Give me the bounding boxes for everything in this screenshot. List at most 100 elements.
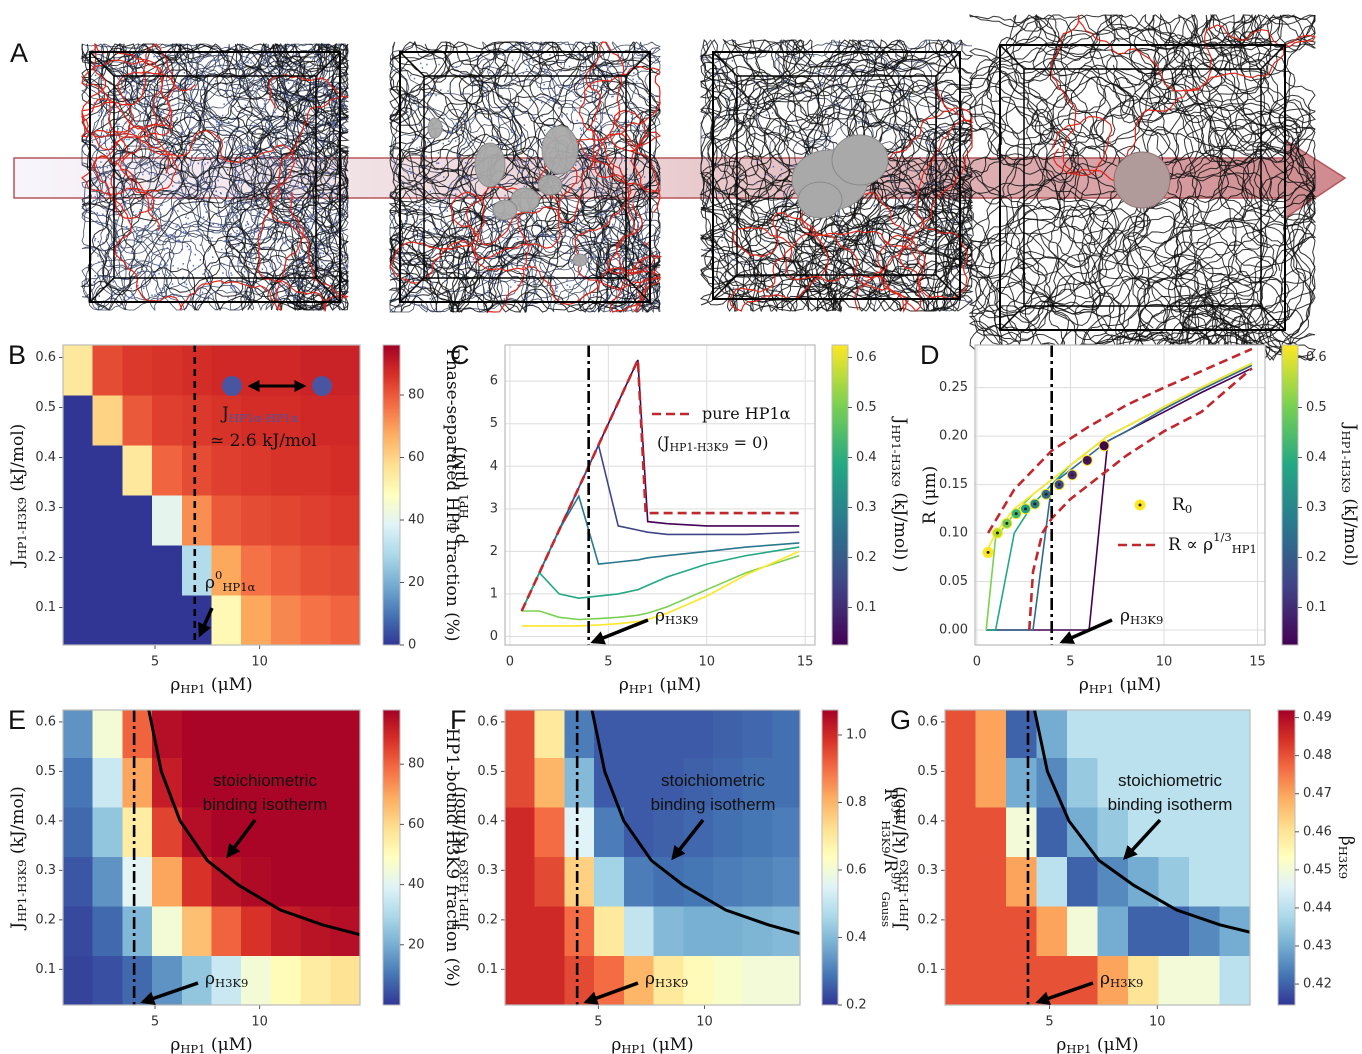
heatmap-cell	[181, 395, 212, 446]
heatmap-cell	[742, 757, 773, 808]
heatmap-cell	[945, 807, 976, 858]
heatmap-cell	[975, 757, 1007, 808]
annotation: stoichiometric	[661, 771, 765, 790]
series-line	[986, 364, 1253, 631]
x-axis-label: ρHP1 (μM)	[170, 675, 252, 697]
heatmap-cell	[623, 807, 655, 858]
heatmap-cell	[63, 856, 94, 907]
heatmap-cell	[623, 955, 655, 1005]
heatmap-cell	[1067, 757, 1098, 808]
colorbar-label: Phase-separated HP1 fraction (%)	[443, 348, 463, 641]
text-part: (kJ/mol)	[1341, 493, 1361, 566]
colorbar-label: HP1-bound H3K9 fraction (%)	[443, 728, 463, 987]
heatmap-cell	[330, 595, 360, 645]
simulation-snapshots	[80, 13, 1317, 362]
y-tick-label: 0.2	[35, 912, 56, 927]
heatmap-cell	[63, 545, 94, 596]
colorbar-tick-label: 0.44	[1303, 900, 1332, 915]
text-part: pure HP1α	[702, 404, 791, 423]
panel-label: F	[450, 705, 467, 735]
y-tick-label: 0.6	[35, 714, 56, 729]
y-tick-label: 0.05	[939, 574, 968, 589]
heatmap-cell	[300, 595, 331, 645]
y-tick-label: 0.6	[477, 714, 498, 729]
annotation-arrow	[583, 981, 639, 1005]
x-tick-label: 0	[506, 655, 514, 670]
heatmap-cell	[330, 856, 360, 907]
text-part: ρ	[205, 969, 215, 989]
heatmap-cell	[945, 906, 976, 957]
heatmap-cell	[181, 545, 212, 596]
reference-line	[520, 359, 800, 612]
droplet	[1113, 151, 1171, 209]
text-part: stoichiometric	[213, 771, 317, 790]
y-tick-label: 0.20	[939, 429, 968, 444]
polymer	[396, 41, 661, 313]
heatmap-cell	[300, 757, 331, 808]
y-tick-label: 0.4	[917, 813, 938, 828]
y-tick-label: 0.10	[939, 526, 968, 541]
hp1-icon	[312, 376, 332, 396]
text-part: (μM)	[1092, 1035, 1139, 1054]
heatmap-cell	[63, 395, 94, 446]
heatmap-cell	[300, 807, 331, 858]
heatmap-cell	[712, 710, 744, 759]
colorbar-tick-label: 0.42	[1303, 977, 1332, 992]
sim-box-edge	[89, 277, 115, 303]
text-part: H3K9	[665, 613, 698, 627]
polymer	[388, 41, 661, 313]
panel-label: D	[920, 340, 940, 370]
heatmap-cell	[1006, 757, 1037, 808]
annotation: stoichiometric	[213, 771, 317, 790]
heatmap-cell	[1036, 856, 1068, 907]
text-part: Gauss	[879, 892, 893, 927]
hp1-icon	[222, 376, 242, 396]
heatmap-cell	[211, 757, 242, 808]
y-tick-label: 0.2	[35, 550, 56, 565]
heatmap-cell	[505, 955, 536, 1005]
annotation: ρH3K9	[645, 969, 688, 991]
polymer	[155, 42, 350, 311]
heatmap-cell	[300, 856, 331, 907]
polymer	[968, 183, 1267, 362]
y-tick-label: 5	[490, 416, 498, 431]
sim-box	[1023, 68, 1262, 307]
colorbar	[831, 344, 849, 646]
sim-box	[423, 75, 627, 279]
plot-area	[505, 345, 815, 645]
annotation-arrow	[1035, 981, 1094, 1005]
x-axis-label: ρHP1 (μM)	[170, 1035, 252, 1054]
h3k9-polymer	[537, 41, 662, 313]
droplet	[831, 134, 889, 186]
text-part: ρ	[1079, 675, 1089, 695]
heatmap-cell	[1158, 757, 1190, 808]
colorbar	[382, 344, 401, 646]
heatmap-cell	[122, 445, 153, 496]
heatmap-cell	[1128, 955, 1159, 1005]
heatmap-cell	[742, 955, 773, 1005]
legend-label: R ∝ ρ1/3HP1	[1168, 530, 1257, 556]
y-tick-label: 0.6	[35, 350, 56, 365]
series-line	[521, 554, 800, 621]
colorbar-tick-label: 80	[408, 388, 425, 403]
polymer	[975, 14, 1317, 319]
text-part: 0	[215, 568, 222, 582]
text-part: H3K9	[1130, 613, 1163, 627]
annotation-arrow	[226, 818, 257, 859]
sim-box-edge	[999, 44, 1025, 70]
heatmap-cell	[1067, 906, 1098, 957]
heatmap-cell	[181, 955, 212, 1005]
text-part: R ∝ ρ	[1168, 535, 1213, 555]
text-part: HP1	[629, 682, 654, 696]
heatmap-cell	[270, 445, 302, 496]
y-tick-label: 0	[490, 629, 498, 644]
x-tick-label: 10	[251, 655, 268, 670]
polymer	[699, 78, 974, 312]
colorbar-tick-label: 0	[408, 638, 416, 653]
x-tick-label: 5	[1045, 1015, 1053, 1030]
text-part: J	[8, 922, 28, 931]
heatmap-cell	[122, 545, 153, 596]
colorbar-tick-label: 0.4	[1306, 450, 1327, 465]
heatmap-cell	[122, 807, 153, 858]
heatmap-cell	[92, 955, 123, 1005]
